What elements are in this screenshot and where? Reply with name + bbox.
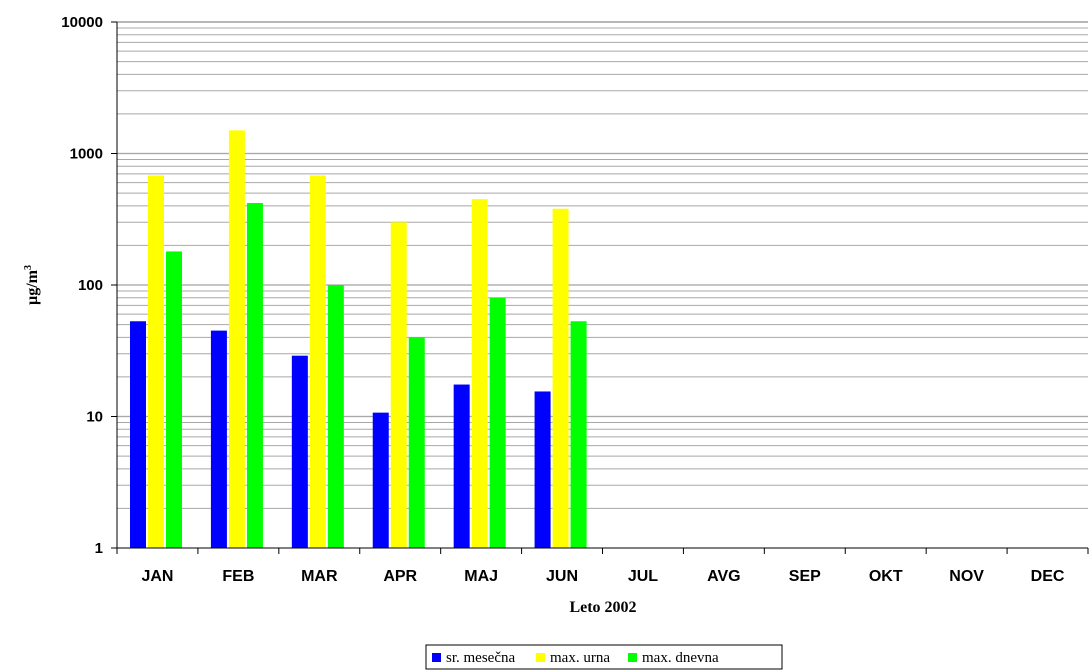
bar-maj-series-3 <box>489 297 506 548</box>
bars <box>130 130 587 549</box>
gridlines <box>117 21 1088 509</box>
legend-label-1: sr. mesečna <box>446 650 515 666</box>
bar-feb-series-2 <box>228 130 245 548</box>
x-tick-label-okt: OKT <box>869 568 903 585</box>
y-tick-labels: 1 10 100 1000 10000 <box>61 14 103 557</box>
x-axis-title: Leto 2002 <box>569 599 636 616</box>
axes <box>111 21 1089 554</box>
x-tick-label-apr: APR <box>383 568 417 585</box>
bar-jan-series-2 <box>148 175 164 548</box>
bar-jun-series-2 <box>552 208 569 548</box>
legend: sr. mesečna max. urna max. dnevna <box>425 644 783 670</box>
legend-swatch-1 <box>432 653 441 662</box>
bar-jan-series-3 <box>166 251 182 548</box>
x-tick-label-jul: JUL <box>628 568 658 585</box>
bar-jun-series-1 <box>534 391 551 548</box>
bar-apr-series-2 <box>390 222 407 549</box>
x-tick-label-feb: FEB <box>222 568 254 585</box>
bar-mar-series-2 <box>309 175 326 548</box>
legend-swatch-3 <box>628 653 637 662</box>
x-tick-labels: JAN FEB MAR APR MAJ JUN JUL AVG SEP OKT NOV DEC <box>141 568 1064 585</box>
bar-apr-series-3 <box>408 337 425 548</box>
legend-label-2: max. urna <box>550 650 610 666</box>
x-tick-label-jun: JUN <box>546 568 578 585</box>
x-tick-label-maj: MAJ <box>464 568 498 585</box>
bar-jun-series-3 <box>570 321 587 548</box>
x-tick-label-nov: NOV <box>949 568 984 585</box>
bar-feb-series-1 <box>210 330 227 548</box>
y-axis-title: µg/m3 <box>23 265 41 305</box>
x-tick-label-sep: SEP <box>789 568 821 585</box>
legend-box <box>425 644 783 670</box>
x-tick-label-dec: DEC <box>1031 568 1065 585</box>
legend-swatch-2 <box>536 653 545 662</box>
y-tick-label: 10 <box>86 409 103 426</box>
bar-jan-series-1 <box>130 321 146 548</box>
x-tick-label-avg: AVG <box>707 568 740 585</box>
y-tick-label: 1 <box>95 540 103 557</box>
legend-label-3: max. dnevna <box>642 650 719 666</box>
y-tick-label: 10000 <box>61 14 103 31</box>
y-tick-label: 1000 <box>70 146 103 163</box>
y-axis-title-superscript: 3 <box>23 265 34 270</box>
bar-mar-series-1 <box>291 355 308 548</box>
y-axis-title-text: µg/m <box>24 269 41 305</box>
bar-mar-series-3 <box>327 285 344 548</box>
bar-feb-series-3 <box>246 203 263 548</box>
bar-maj-series-1 <box>453 384 470 548</box>
x-tick-label-mar: MAR <box>301 568 338 585</box>
x-tick-label-jan: JAN <box>141 568 173 585</box>
y-tick-label: 100 <box>78 277 103 294</box>
bar-apr-series-1 <box>372 412 389 548</box>
bar-maj-series-2 <box>471 199 488 549</box>
